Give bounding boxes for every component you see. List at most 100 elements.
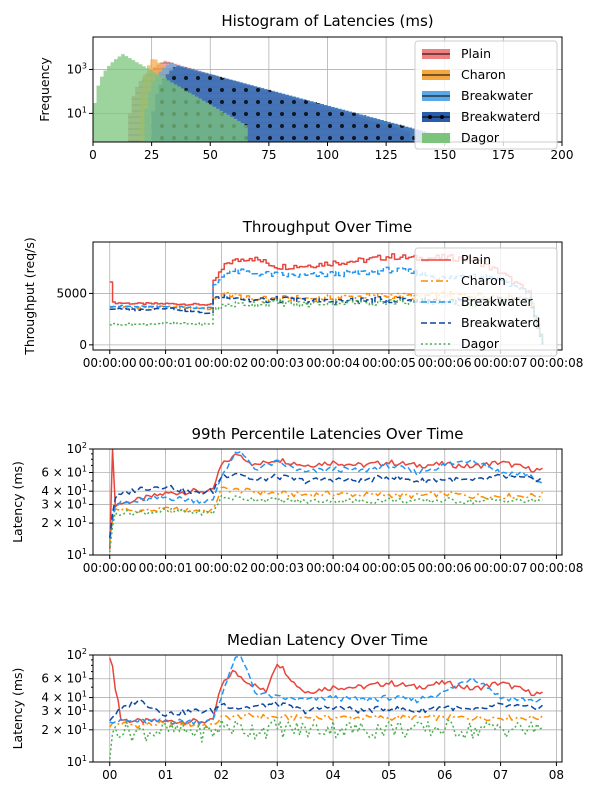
x-tick-label: 01	[158, 768, 173, 782]
line-chart-2: 00:00:00 00:00:01 00:00:02 00:00:03 00:00:04…	[10, 425, 583, 575]
y-tick-label: 3 × 101	[41, 703, 87, 718]
legend-label: Breakwaterd	[461, 315, 540, 330]
x-tick-label: 00:00:02	[194, 356, 248, 370]
x-tick-label: 00:00:06	[418, 561, 472, 575]
legend-item-dagor: Dagor	[421, 336, 500, 351]
tick-exponent: 2	[82, 441, 87, 450]
tick-base: 10	[67, 442, 82, 456]
line-chart-1: 00:00:00 00:00:01 00:00:02 00:00:03 00:00:04…	[22, 218, 583, 370]
plot-area	[93, 37, 562, 142]
y-tick-label: 0	[79, 338, 87, 352]
tick-exponent: 1	[82, 754, 87, 763]
x-tick-label: 00:00:05	[362, 561, 416, 575]
x-tick-label: 50	[203, 148, 218, 162]
y-tick-label: 102	[67, 647, 87, 662]
x-tick-label: 00:00:08	[529, 356, 583, 370]
legend-item-dagor: Dagor	[422, 130, 500, 145]
x-tick-label: 25	[144, 148, 159, 162]
x-tick-label: 00:00:00	[83, 561, 137, 575]
x-tick-label: 05	[381, 768, 396, 782]
series-line-charon	[109, 712, 544, 729]
legend-box	[414, 247, 558, 357]
legend-label: Charon	[461, 273, 506, 288]
series-line-dagor	[109, 494, 543, 553]
x-tick-label: 00:00:05	[362, 356, 416, 370]
series-line-breakwater	[109, 450, 543, 540]
y-tick-label: 101	[67, 105, 87, 120]
chart-title: Median Latency Over Time	[227, 631, 428, 649]
tick-base: 3 × 10	[41, 497, 82, 511]
legend: Plain Charon Breakwater Breakwaterd Dagor	[414, 40, 558, 150]
tick-exponent: 1	[82, 496, 87, 505]
tick-base: 4 × 10	[41, 691, 82, 705]
tick-base: 10	[67, 548, 82, 562]
chart-title: Histogram of Latencies (ms)	[221, 12, 433, 30]
legend-dot	[440, 115, 444, 119]
x-tick-label: 00:00:02	[194, 561, 248, 575]
tick-exponent: 3	[82, 61, 87, 70]
series-line-dagor	[109, 719, 543, 760]
y-tick-label: 103	[67, 61, 87, 76]
x-tick-label: 0	[89, 148, 97, 162]
legend: Plain Charon Breakwater Breakwaterd Dagor	[414, 247, 558, 357]
tick-exponent: 1	[82, 465, 87, 474]
legend-item-charon: Charon	[422, 67, 506, 82]
tick-exponent: 1	[82, 703, 87, 712]
legend-dot	[428, 115, 432, 119]
plot-frame	[92, 654, 563, 763]
series-line-plain	[109, 449, 543, 550]
legend-box	[414, 40, 558, 150]
x-tick-label: 00:00:03	[250, 356, 304, 370]
plot-area	[93, 449, 562, 555]
y-tick-label: 6 × 101	[41, 465, 87, 480]
tick-base: 2 × 10	[41, 723, 82, 737]
y-tick-label: 4 × 101	[41, 483, 87, 498]
y-tick-label: 101	[67, 754, 87, 769]
series-line-breakwater	[109, 655, 543, 725]
plot-frame	[92, 448, 563, 556]
legend-label: Breakwater	[461, 294, 534, 309]
y-axis-label: Latency (ms)	[10, 461, 25, 543]
tick-base: 6 × 10	[41, 672, 82, 686]
x-tick-label: 00:00:03	[250, 561, 304, 575]
y-tick-label: 3 × 101	[41, 496, 87, 511]
legend-label: Plain	[461, 46, 491, 61]
plot-frame	[92, 241, 563, 351]
legend-item-charon: Charon	[421, 273, 506, 288]
x-tick-label: 75	[261, 148, 276, 162]
x-tick-label: 00:00:06	[418, 356, 472, 370]
legend-label: Dagor	[461, 336, 500, 351]
x-tick-label: 04	[325, 768, 340, 782]
histogram-bars	[93, 54, 248, 142]
legend-label: Breakwater	[461, 88, 534, 103]
legend-item-breakwaterd: Breakwaterd	[421, 315, 540, 330]
tick-base: 3 × 10	[41, 704, 82, 718]
legend-item-plain: Plain	[422, 46, 491, 61]
tick-exponent: 1	[82, 547, 87, 556]
series-line-plain	[109, 657, 543, 725]
x-tick-label: 00	[102, 768, 117, 782]
tick-exponent: 2	[82, 647, 87, 656]
x-tick-label: 200	[551, 148, 574, 162]
chart-title: 99th Percentile Latencies Over Time	[192, 425, 464, 443]
series-line-breakwaterd	[109, 472, 543, 538]
tick-base: 10	[67, 62, 82, 76]
x-tick-label: 07	[493, 768, 508, 782]
legend-item-breakwater: Breakwater	[421, 294, 534, 309]
tick-base: 10	[67, 106, 82, 120]
tick-exponent: 1	[82, 483, 87, 492]
tick-exponent: 1	[82, 671, 87, 680]
tick-exponent: 1	[82, 515, 87, 524]
y-tick-label: 101	[67, 547, 87, 562]
legend-swatch	[422, 133, 450, 143]
legend-label: Plain	[461, 252, 491, 267]
y-tick-label: 2 × 101	[41, 515, 87, 530]
x-tick-label: 125	[375, 148, 398, 162]
tick-base: 6 × 10	[41, 466, 82, 480]
x-tick-label: 00:00:01	[139, 356, 193, 370]
tick-exponent: 1	[82, 690, 87, 699]
series-line-charon	[109, 486, 544, 542]
y-tick-label: 5000	[56, 286, 87, 300]
x-tick-label: 00:00:07	[474, 561, 528, 575]
